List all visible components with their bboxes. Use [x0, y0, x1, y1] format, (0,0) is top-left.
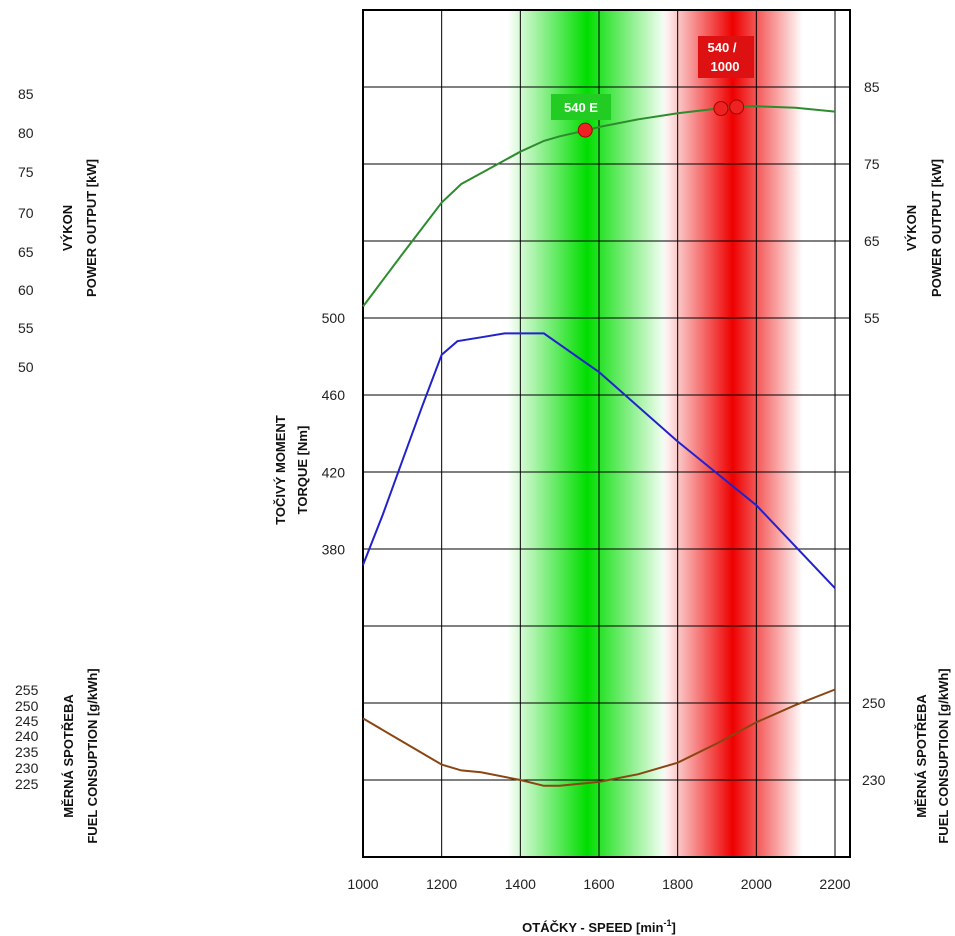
x-tick-label: 1000 [347, 876, 378, 892]
power-left-tick: 55 [18, 320, 34, 336]
fuel-right-tick: 230 [862, 772, 886, 788]
torque-curve [362, 332, 836, 589]
badge-540e: 540 E [551, 94, 611, 120]
fuel-left-tick: 250 [15, 698, 39, 714]
fuel-left-tick: 245 [15, 713, 39, 729]
data-marker [577, 122, 593, 138]
fuel-right-title-1: MĚRNÁ SPOTŘEBA [914, 694, 929, 818]
fuel-left-tick: 240 [15, 728, 39, 744]
torque-tick: 380 [322, 542, 346, 558]
fuel-right-tick: 250 [862, 695, 886, 711]
power-right-title-2: POWER OUTPUT [kW] [929, 159, 944, 297]
badge-540e-bg [551, 94, 611, 120]
power-left-tick: 60 [18, 282, 34, 298]
fuel-left-tick: 235 [15, 744, 39, 760]
power-left-tick: 85 [18, 86, 34, 102]
torque-title-1: TOČIVÝ MOMENT [273, 415, 288, 525]
x-tick-label: 1600 [583, 876, 614, 892]
torque-title-2: TORQUE [Nm] [295, 426, 310, 515]
badge-540-1000-label: 1000 [711, 59, 740, 74]
power-left-tick: 75 [18, 164, 34, 180]
x-tick-label: 1400 [505, 876, 536, 892]
power-right-tick: 75 [864, 156, 880, 172]
power-left-title-2: POWER OUTPUT [kW] [84, 159, 99, 297]
power-left-tick: 80 [18, 125, 34, 141]
badge-540-1000: 540 / 1000 [698, 36, 754, 78]
x-tick-label: 1800 [662, 876, 693, 892]
fuel-curve [362, 688, 836, 787]
power-right-tick: 85 [864, 79, 880, 95]
power-left-tick: 70 [18, 205, 34, 221]
fuel-left-tick: 225 [15, 776, 39, 792]
fuel-right-title-2: FUEL CONSUPTION [g/kWh] [936, 668, 951, 843]
x-tick-label: 2000 [741, 876, 772, 892]
data-marker [713, 101, 729, 117]
badge-540-1000-label: 540 / [708, 40, 737, 55]
fuel-left-title-1: MĚRNÁ SPOTŘEBA [61, 694, 76, 818]
power-right-tick: 65 [864, 233, 880, 249]
torque-tick: 460 [322, 387, 346, 403]
band-540e [507, 10, 668, 857]
torque-tick: 420 [322, 464, 346, 480]
band-540-1000 [662, 10, 803, 857]
power-right-tick: 55 [864, 310, 880, 326]
x-tick-label: 2200 [819, 876, 850, 892]
fuel-left-title-2: FUEL CONSUPTION [g/kWh] [85, 668, 100, 843]
data-marker [729, 99, 745, 115]
x-axis-title: OTÁČKY - SPEED [min-1] [522, 918, 676, 935]
power-left-title-1: VÝKON [60, 205, 75, 251]
badge-540-1000-bg [698, 36, 754, 78]
power-left-tick: 50 [18, 359, 34, 375]
x-tick-label: 1200 [426, 876, 457, 892]
badge-540e-label: 540 E [564, 100, 598, 115]
power-right-title-1: VÝKON [904, 205, 919, 251]
power-left-tick: 65 [18, 244, 34, 260]
fuel-left-tick: 255 [15, 682, 39, 698]
plot-frame [362, 9, 851, 858]
fuel-left-tick: 230 [15, 760, 39, 776]
torque-tick: 500 [322, 310, 346, 326]
